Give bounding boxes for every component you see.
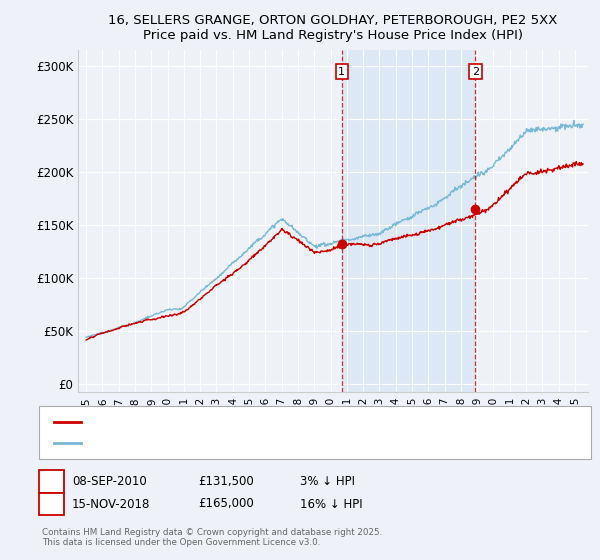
Text: £165,000: £165,000 [198,497,254,511]
Text: £131,500: £131,500 [198,475,254,488]
Text: 15-NOV-2018: 15-NOV-2018 [72,497,151,511]
Text: 16% ↓ HPI: 16% ↓ HPI [300,497,362,511]
Text: 1: 1 [338,67,345,77]
Title: 16, SELLERS GRANGE, ORTON GOLDHAY, PETERBOROUGH, PE2 5XX
Price paid vs. HM Land : 16, SELLERS GRANGE, ORTON GOLDHAY, PETER… [109,15,557,43]
Text: HPI: Average price, semi-detached house, City of Peterborough: HPI: Average price, semi-detached house,… [87,438,395,448]
Text: 08-SEP-2010: 08-SEP-2010 [72,475,147,488]
Text: 16, SELLERS GRANGE, ORTON GOLDHAY, PETERBOROUGH, PE2 5XX (semi-detached house): 16, SELLERS GRANGE, ORTON GOLDHAY, PETER… [87,417,535,427]
Text: 3% ↓ HPI: 3% ↓ HPI [300,475,355,488]
Text: Contains HM Land Registry data © Crown copyright and database right 2025.
This d: Contains HM Land Registry data © Crown c… [42,528,382,547]
Bar [342,50,475,392]
Text: 1: 1 [48,475,55,488]
Text: 2: 2 [472,67,479,77]
Text: 2: 2 [48,497,55,511]
